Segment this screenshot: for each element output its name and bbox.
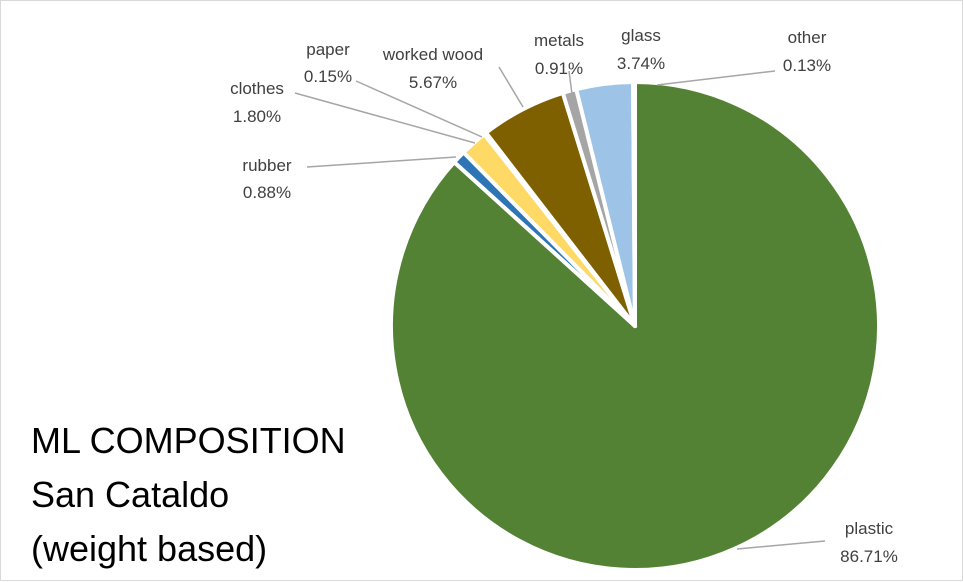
chart-title: ML COMPOSITION San Cataldo (weight based…	[31, 420, 346, 569]
slice-labels: plastic 86.71% rubber 0.88% clothes 1.80% pape…	[230, 26, 898, 566]
slice-name-glass: glass	[621, 26, 661, 45]
slice-value-metals: 0.91%	[535, 59, 583, 78]
title-line-2: San Cataldo	[31, 474, 229, 515]
slice-value-glass: 3.74%	[617, 54, 665, 73]
leader-line-other	[656, 70, 776, 86]
slice-plastic	[389, 80, 881, 572]
slices-layer	[389, 79, 881, 572]
leader-line-clothes	[294, 92, 476, 144]
slice-value-paper: 0.15%	[304, 67, 352, 86]
leader-line-paper	[355, 80, 483, 138]
slice-name-paper: paper	[306, 40, 350, 59]
slice-value-clothes: 1.80%	[233, 107, 281, 126]
leader-line-metals	[568, 70, 573, 95]
leader-line-worked-wood	[498, 66, 524, 108]
leader-line-rubber	[306, 156, 457, 168]
slice-name-plastic: plastic	[845, 519, 894, 538]
leader-line-plastic	[736, 540, 826, 550]
title-line-1: ML COMPOSITION	[31, 420, 346, 461]
slice-value-other: 0.13%	[783, 56, 831, 75]
slice-value-worked-wood: 5.67%	[409, 73, 457, 92]
leader-lines	[294, 66, 826, 550]
slice-name-rubber: rubber	[242, 156, 291, 175]
slice-other	[631, 79, 637, 328]
slice-name-worked-wood: worked wood	[382, 45, 483, 64]
slice-value-rubber: 0.88%	[243, 183, 291, 202]
slice-name-clothes: clothes	[230, 79, 284, 98]
slice-value-plastic: 86.71%	[840, 547, 898, 566]
slice-name-other: other	[788, 28, 827, 47]
title-line-3: (weight based)	[31, 528, 267, 569]
slice-name-metals: metals	[534, 31, 584, 50]
